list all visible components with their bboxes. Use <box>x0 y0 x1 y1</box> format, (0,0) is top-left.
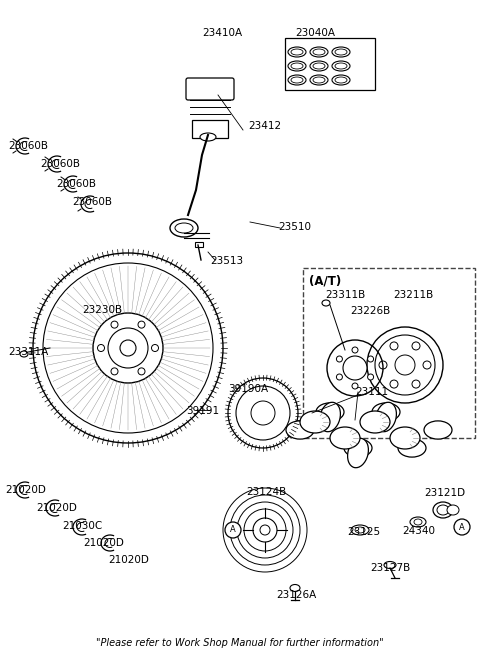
Ellipse shape <box>410 517 426 527</box>
Text: 23226B: 23226B <box>350 306 390 316</box>
Circle shape <box>336 356 342 362</box>
Circle shape <box>368 356 373 362</box>
FancyBboxPatch shape <box>192 120 228 138</box>
Circle shape <box>390 380 398 388</box>
Ellipse shape <box>355 527 365 533</box>
Circle shape <box>111 368 118 375</box>
Text: 23111: 23111 <box>355 387 388 397</box>
Circle shape <box>111 321 118 328</box>
Ellipse shape <box>351 525 369 535</box>
Text: 23412: 23412 <box>248 121 281 131</box>
Circle shape <box>368 374 373 380</box>
Ellipse shape <box>433 502 453 518</box>
FancyBboxPatch shape <box>186 78 234 100</box>
Circle shape <box>352 347 358 353</box>
Text: 23126A: 23126A <box>276 590 316 600</box>
Circle shape <box>108 328 148 368</box>
Ellipse shape <box>390 427 420 449</box>
Bar <box>303 268 475 438</box>
Ellipse shape <box>372 403 400 421</box>
Text: 23127B: 23127B <box>370 563 410 573</box>
Circle shape <box>343 356 367 380</box>
Text: 21020D: 21020D <box>83 538 124 548</box>
Ellipse shape <box>200 133 216 141</box>
Text: A: A <box>459 522 465 531</box>
Circle shape <box>454 519 470 535</box>
Ellipse shape <box>437 505 449 515</box>
Circle shape <box>379 361 387 369</box>
Circle shape <box>97 344 105 352</box>
Circle shape <box>412 342 420 350</box>
Circle shape <box>395 355 415 375</box>
Ellipse shape <box>322 300 330 306</box>
Text: 23060B: 23060B <box>72 197 112 207</box>
Circle shape <box>43 263 213 433</box>
Circle shape <box>236 386 290 440</box>
Ellipse shape <box>320 402 340 432</box>
Ellipse shape <box>286 421 314 439</box>
Circle shape <box>260 525 270 535</box>
Ellipse shape <box>360 411 390 433</box>
Circle shape <box>375 335 435 395</box>
Text: 21020D: 21020D <box>36 503 77 513</box>
Ellipse shape <box>300 411 330 433</box>
Text: "Please refer to Work Shop Manual for further information": "Please refer to Work Shop Manual for fu… <box>96 638 384 648</box>
Text: 21020D: 21020D <box>5 485 46 495</box>
Circle shape <box>253 518 277 542</box>
Ellipse shape <box>447 505 459 515</box>
Text: 23060B: 23060B <box>56 179 96 189</box>
Text: 23510: 23510 <box>278 222 311 232</box>
Ellipse shape <box>20 351 28 357</box>
Text: 23125: 23125 <box>347 527 380 537</box>
Circle shape <box>412 380 420 388</box>
Text: 23060B: 23060B <box>8 141 48 151</box>
Ellipse shape <box>384 562 396 569</box>
Ellipse shape <box>330 427 360 449</box>
Ellipse shape <box>316 403 344 421</box>
Circle shape <box>225 522 241 538</box>
Ellipse shape <box>348 438 369 468</box>
Circle shape <box>352 383 358 389</box>
Text: 23513: 23513 <box>210 256 243 266</box>
Text: 23311B: 23311B <box>325 290 365 300</box>
Circle shape <box>152 344 158 352</box>
Ellipse shape <box>170 219 198 237</box>
Text: A: A <box>230 525 236 535</box>
Circle shape <box>423 361 431 369</box>
Text: 23121D: 23121D <box>424 488 465 498</box>
Ellipse shape <box>375 402 396 432</box>
Text: 23211B: 23211B <box>393 290 433 300</box>
Text: 23124B: 23124B <box>246 487 286 497</box>
Circle shape <box>336 374 342 380</box>
Text: 24340: 24340 <box>402 526 435 536</box>
Text: 23410A: 23410A <box>202 28 242 38</box>
Text: (A/T): (A/T) <box>309 274 341 287</box>
Ellipse shape <box>424 421 452 439</box>
Text: 23311A: 23311A <box>8 347 48 357</box>
Ellipse shape <box>344 439 372 457</box>
Text: 21030C: 21030C <box>62 521 102 531</box>
Ellipse shape <box>175 223 193 233</box>
Ellipse shape <box>290 584 300 592</box>
Circle shape <box>251 401 275 425</box>
Text: 39190A: 39190A <box>228 384 268 394</box>
Circle shape <box>390 342 398 350</box>
Text: 23230B: 23230B <box>82 305 122 315</box>
Ellipse shape <box>414 519 422 525</box>
Bar <box>195 242 203 247</box>
Text: 23040A: 23040A <box>295 28 335 38</box>
Circle shape <box>138 321 145 328</box>
Circle shape <box>120 340 136 356</box>
Circle shape <box>138 368 145 375</box>
Circle shape <box>93 313 163 383</box>
Text: 23060B: 23060B <box>40 159 80 169</box>
Bar <box>285 38 375 90</box>
Text: 21020D: 21020D <box>108 555 149 565</box>
Text: 39191: 39191 <box>186 406 219 416</box>
Ellipse shape <box>398 439 426 457</box>
